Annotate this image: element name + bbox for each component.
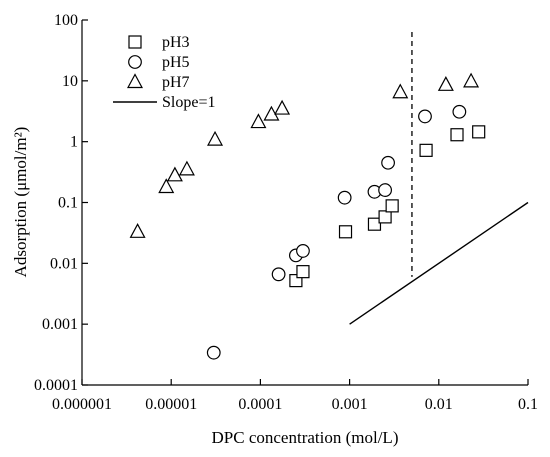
y-tick-label: 0.001	[42, 316, 78, 333]
data-point-circle	[337, 190, 352, 205]
data-point-circle	[296, 244, 310, 258]
slope-line	[349, 201, 529, 325]
plot-area	[81, 20, 528, 386]
data-point-square	[419, 143, 433, 157]
x-tick-label: 0.01	[425, 396, 453, 413]
series-ph7	[129, 72, 480, 238]
data-point-circle	[206, 345, 221, 360]
y-tick-label: 0.01	[50, 255, 78, 272]
x-tick-label: 0.0001	[238, 396, 282, 413]
y-axis-title: Adsorption (μmol/m²)	[11, 127, 30, 278]
data-point-triangle	[178, 160, 195, 176]
data-point-triangle	[274, 99, 291, 115]
data-point-circle	[378, 183, 392, 197]
data-point-triangle	[166, 166, 183, 182]
y-ticks: 0.0001 0.001 0.01 0.1 1 10 100	[34, 12, 88, 394]
x-tick-label: 0.00001	[145, 396, 197, 413]
legend-label: pH7	[162, 74, 190, 91]
y-tick-label: 0.1	[58, 195, 78, 212]
data-point-square	[367, 217, 382, 231]
series-ph3	[289, 125, 486, 288]
data-point-triangle	[463, 72, 480, 88]
y-tick-label: 10	[62, 73, 78, 90]
legend-circle-swatch	[128, 55, 142, 69]
data-point-square	[378, 210, 392, 224]
data-point-circle	[381, 155, 395, 170]
legend-triangle-swatch	[126, 73, 144, 89]
x-tick-label: 0.1	[518, 396, 538, 413]
legend-label: Slope=1	[162, 94, 215, 111]
data-point-square	[385, 199, 399, 213]
legend-label: pH5	[162, 54, 190, 71]
data-point-square	[472, 125, 486, 139]
data-point-circle	[452, 104, 467, 119]
x-tick-label: 0.001	[332, 396, 368, 413]
series-ph5	[206, 104, 467, 360]
data-point-square	[296, 265, 310, 279]
data-point-triangle	[129, 223, 146, 238]
x-tick-label: 0.000001	[52, 396, 112, 413]
data-point-circle	[418, 109, 432, 124]
data-point-triangle	[392, 83, 409, 99]
series-slope-1	[349, 201, 529, 325]
data-point-triangle	[158, 178, 175, 194]
y-tick-label: 100	[54, 12, 78, 29]
x-axis-title: DPC concentration (mol/L)	[212, 428, 399, 447]
data-point-square	[338, 225, 353, 239]
legend-label: pH3	[162, 34, 190, 51]
legend-square-swatch	[128, 35, 142, 49]
data-point-square	[450, 128, 464, 142]
data-point-triangle	[250, 113, 267, 129]
x-ticks: 0.000001 0.00001 0.0001 0.001 0.01 0.1	[52, 379, 538, 413]
y-tick-label: 0.0001	[34, 377, 78, 394]
y-tick-label: 1	[70, 134, 78, 151]
legend: pH3 pH5 pH7 Slope=1	[113, 34, 215, 111]
series-layer	[129, 72, 529, 360]
data-point-triangle	[207, 130, 224, 146]
data-point-circle	[271, 267, 286, 282]
data-point-triangle	[437, 76, 454, 91]
